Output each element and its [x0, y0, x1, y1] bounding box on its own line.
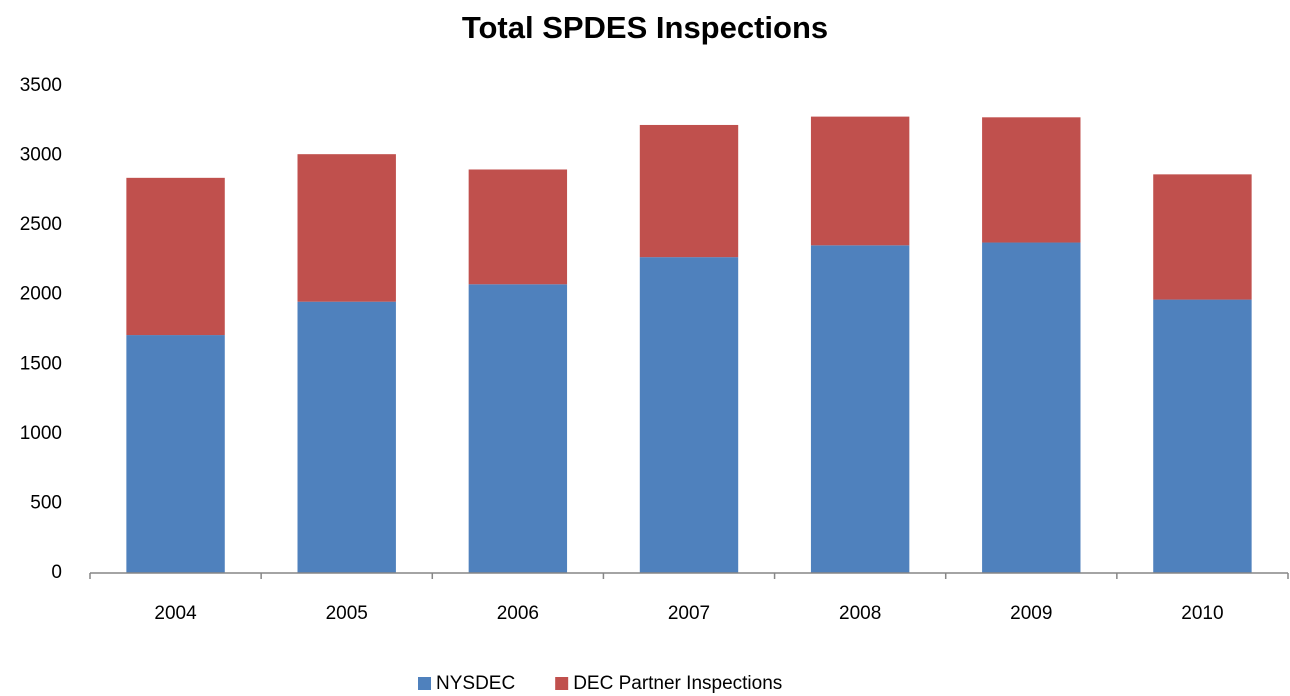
x-tick-label: 2007: [668, 603, 710, 624]
bar-segment: [297, 154, 396, 302]
x-tick-label: 2005: [326, 603, 368, 624]
y-tick-label: 2500: [20, 214, 62, 235]
x-tick-label: 2009: [1010, 603, 1052, 624]
y-tick-label: 1000: [20, 423, 62, 444]
legend-swatch: [555, 677, 569, 690]
y-tick-label: 1500: [20, 353, 62, 374]
bar-segment: [982, 242, 1081, 574]
x-tick-label: 2008: [839, 603, 881, 624]
bar-segment: [982, 117, 1081, 243]
bar-segment: [639, 257, 739, 573]
legend-label: NYSDEC: [436, 673, 515, 694]
bar-segment: [1153, 174, 1252, 300]
bar-segment: [810, 116, 910, 246]
bar-segment: [297, 301, 396, 573]
bar-segment: [126, 177, 225, 336]
y-tick-label: 500: [30, 492, 62, 513]
x-tick-label: 2006: [497, 603, 539, 624]
x-tick-label: 2004: [154, 603, 197, 624]
bar-segment: [1153, 299, 1252, 573]
legend-label: DEC Partner Inspections: [573, 673, 782, 694]
bar-segment: [468, 284, 568, 573]
y-tick-label: 3500: [20, 75, 62, 96]
bar-segment: [810, 245, 910, 573]
legend-swatch: [418, 677, 431, 690]
y-tick-label: 3000: [20, 145, 62, 166]
bar-segment: [468, 169, 568, 285]
bar-segment: [126, 335, 225, 573]
bar-segment: [639, 124, 739, 258]
y-tick-label: 0: [51, 562, 62, 583]
chart-title: Total SPDES Inspections: [462, 10, 828, 45]
x-tick-label: 2010: [1181, 603, 1223, 624]
y-tick-label: 2000: [20, 284, 62, 305]
